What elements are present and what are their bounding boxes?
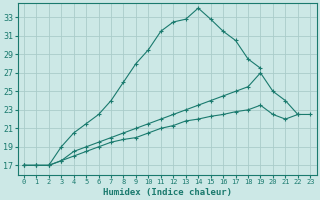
X-axis label: Humidex (Indice chaleur): Humidex (Indice chaleur) [103, 188, 232, 197]
